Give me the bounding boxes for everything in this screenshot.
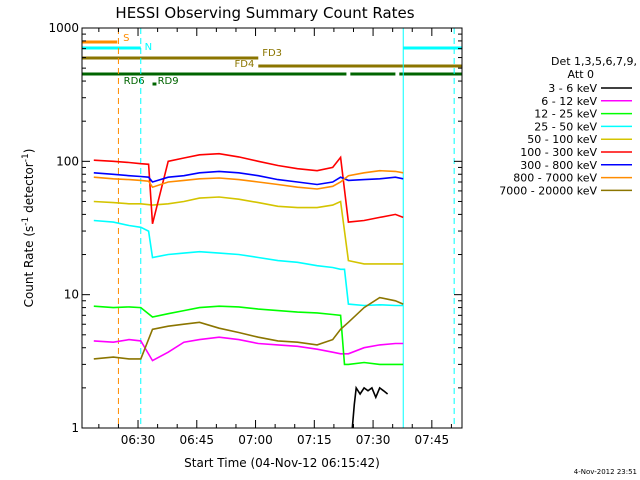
flag-label-s: S [123,33,129,44]
x-tick-label-07-45: 07:45 [415,433,450,447]
y-tick-label-100: 100 [56,154,79,168]
x-tick-label-07-00: 07:00 [238,433,273,447]
legend-header-line-2: Att 0 [568,68,594,81]
legend-label-300-800-kev: 300 - 800 keV [520,159,597,172]
legend-label-7000-20000-kev: 7000 - 20000 keV [499,184,597,197]
x-tick-label-06-30: 06:30 [121,433,156,447]
legend-label-12-25-kev: 12 - 25 keV [534,108,597,121]
legend-header-line-1: Det 1,3,5,6,7,9, [551,55,637,68]
legend-label-800-7000-kev: 800 - 7000 keV [513,172,597,185]
chart-title: HESSI Observing Summary Count Rates [115,4,414,22]
observing-flags: S N FD3 FD4 RD6 RD9 [82,33,462,87]
series-line-100-300-kev [93,152,404,224]
series-line-25-50-kev [93,219,404,307]
legend-label-50-100-kev: 50 - 100 keV [527,133,597,146]
time-markers [117,28,455,428]
flag-label-rd6: RD6 [124,76,145,87]
flag-label-n: N [145,42,152,53]
y-tick-label-1000: 1000 [48,21,79,35]
y-tick-label-10: 10 [64,288,79,302]
flag-label-fd3: FD3 [262,48,282,59]
x-axis-label: Start Time (04-Nov-12 06:15:42) [184,456,380,470]
series-line-800-7000-kev [93,169,404,190]
x-tick-label-07-30: 07:30 [356,433,391,447]
series-line-7000-20000-kev [93,296,404,360]
y-axis-label: Count Rate (s-1 detector-1) [21,149,36,308]
legend-label-100-300-kev: 100 - 300 keV [520,146,597,159]
y-tick-label-1: 1 [71,421,79,435]
plot-frame [81,27,463,429]
x-axis-ticks: 06:30 06:45 07:00 07:15 07:30 07:45 [98,28,452,447]
series-line-3-6-kev [351,385,389,429]
footer-timestamp: 4-Nov-2012 23:51 [574,468,637,476]
series-line-50-100-kev [93,196,404,265]
x-tick-label-06-45: 06:45 [179,433,214,447]
series-line-12-25-kev [93,305,404,366]
legend-label-25-50-kev: 25 - 50 keV [534,120,597,133]
series-line-300-800-kev [93,170,404,186]
legend-label-6-12-kev: 6 - 12 keV [541,95,597,108]
legend-label-3-6-kev: 3 - 6 keV [548,82,597,95]
series-line-6-12-kev [93,336,404,362]
flag-label-fd4: FD4 [235,59,255,70]
y-axis-ticks: 1 10 100 1000 [48,21,462,435]
series-lines [93,152,404,429]
flag-label-rd9: RD9 [158,76,179,87]
x-tick-label-07-15: 07:15 [297,433,332,447]
